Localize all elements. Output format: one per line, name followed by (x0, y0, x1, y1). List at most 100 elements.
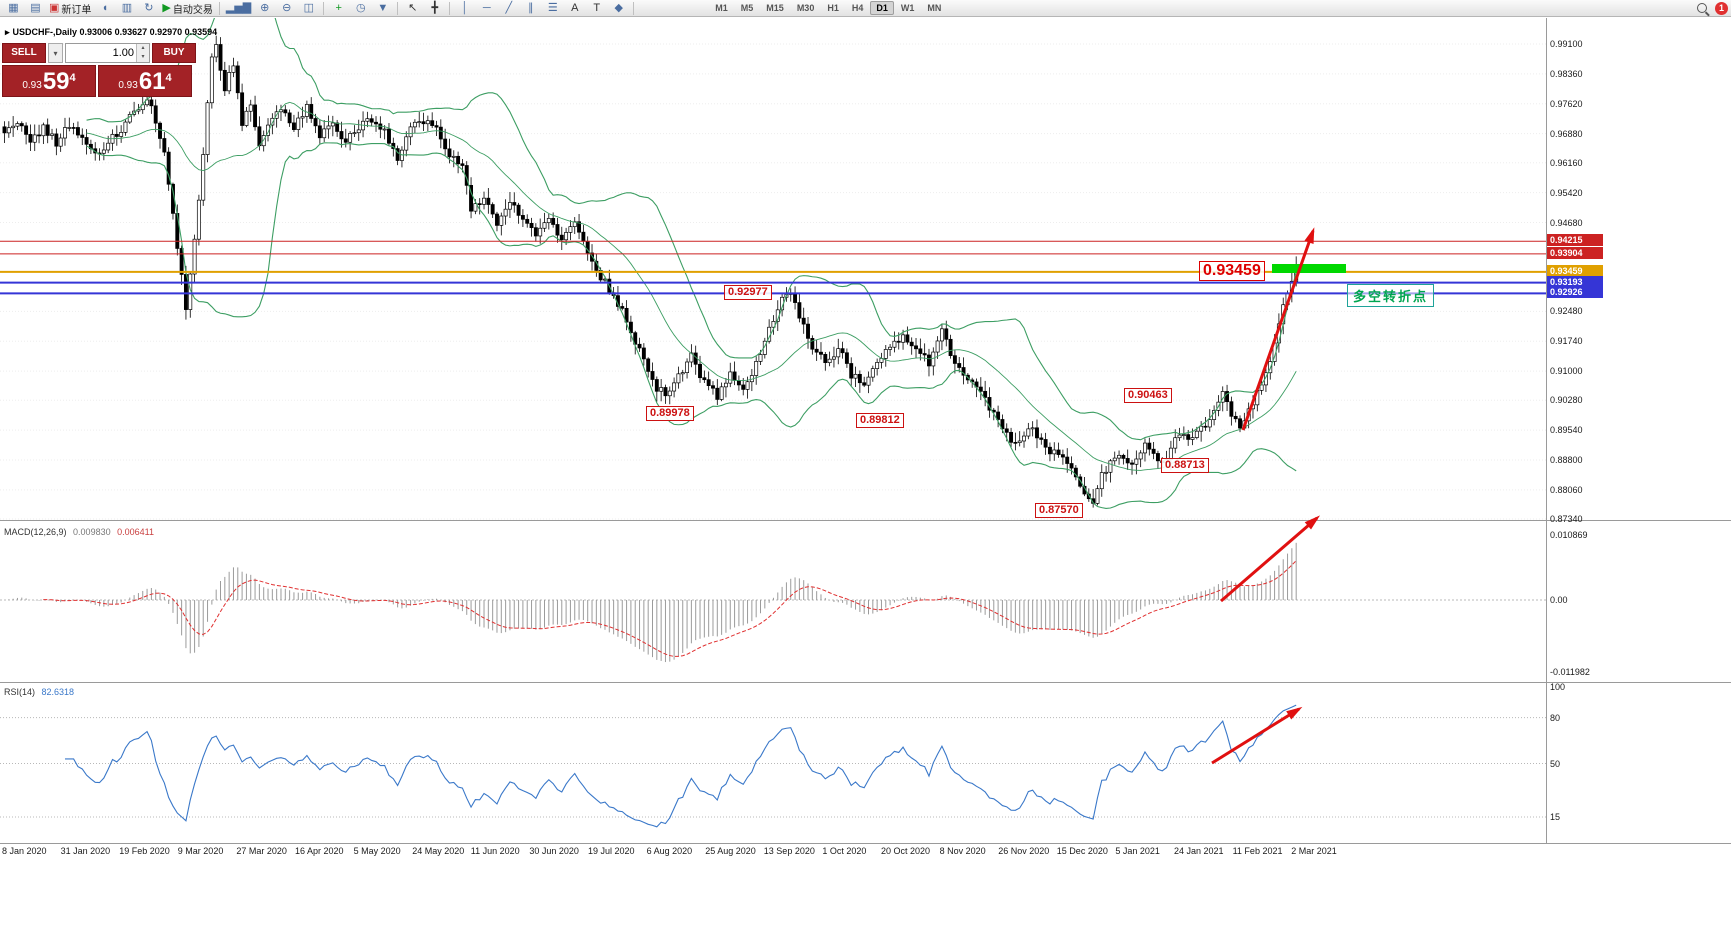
time-axis-border (0, 843, 1731, 844)
price-axis-tag: 0.93193 (1547, 275, 1603, 288)
price-axis-label: 0.88800 (1550, 455, 1583, 466)
rsi-panel-canvas[interactable] (0, 683, 1546, 842)
date-label: 19 Feb 2020 (119, 846, 170, 856)
price-axis-label: 0.96880 (1550, 128, 1583, 139)
panel-divider[interactable] (0, 682, 1731, 683)
price-axis-tag: 0.94215 (1547, 234, 1603, 247)
label-button[interactable]: T (586, 1, 607, 16)
buy-price-display[interactable]: 0.93 61 4 (98, 65, 192, 97)
date-label: 13 Sep 2020 (763, 846, 815, 856)
timeframe-m1-button[interactable]: M1 (715, 3, 728, 13)
date-label: 24 May 2020 (412, 846, 465, 856)
new-order-button[interactable]: ▣ 新订单 (47, 1, 93, 16)
price-axis-label: 0.90280 (1550, 395, 1583, 406)
clock-icon: ◷ (355, 1, 366, 14)
lot-decrease-icon[interactable]: ▾ (137, 53, 149, 62)
timeframe-m30-button[interactable]: M30 (796, 3, 815, 13)
price-axis-label: 0.87340 (1550, 513, 1583, 524)
toolbar-separator (218, 1, 220, 15)
timeframe-d1-button[interactable]: D1 (870, 1, 894, 15)
zoom-in-icon: ⊕ (260, 1, 270, 14)
cursor-icon: ↖ (408, 1, 418, 14)
macd-axis-label: 0.00 (1550, 595, 1568, 605)
new-chart-button[interactable]: + (328, 1, 349, 16)
price-axis-label: 0.91740 (1550, 336, 1583, 347)
shapes-icon: ◆ (614, 1, 623, 14)
sell-price-prefix: 0.93 (22, 80, 42, 91)
market-watch-button[interactable]: ▥ (116, 1, 137, 16)
sound-button[interactable]: ◖ (94, 1, 115, 16)
auto-trading-button[interactable]: ▶ 自动交易 (160, 1, 214, 16)
macd-name: MACD(12,26,9) (4, 527, 67, 537)
macd-panel-canvas[interactable] (0, 522, 1546, 681)
buy-button[interactable]: BUY (152, 43, 196, 63)
notification-badge[interactable]: 1 (1715, 1, 1728, 15)
zoom-in-button[interactable]: ⊕ (254, 1, 275, 16)
date-label: 15 Dec 2020 (1056, 846, 1108, 856)
tile-windows-icon: ◫ (303, 1, 314, 14)
date-label: 8 Nov 2020 (939, 846, 986, 856)
sell-price-big: 59 (42, 68, 70, 95)
channel-button[interactable]: ∥ (520, 1, 541, 16)
crosshair-button[interactable]: ╋ (424, 1, 445, 16)
horizontal-line-icon: ─ (482, 1, 491, 14)
indicators-button[interactable]: ▂▅▇ (224, 1, 253, 16)
chart-header: ▸ USDCHF-,Daily 0.93006 0.93627 0.92970 0… (5, 27, 217, 38)
buy-price-big: 61 (138, 68, 166, 95)
date-label: 25 Aug 2020 (705, 846, 756, 856)
search-button[interactable] (1691, 1, 1712, 16)
profiles-button[interactable]: ▤ (25, 1, 46, 16)
macd-indicator-label: MACD(12,26,9) 0.009830 0.006411 (4, 527, 154, 537)
date-label: 24 Jan 2021 (1174, 846, 1224, 856)
lot-size-input[interactable] (66, 44, 136, 62)
trendline-button[interactable]: ╱ (498, 1, 519, 16)
sell-button[interactable]: SELL (2, 43, 46, 63)
chart-window-button[interactable]: ▦ (3, 1, 24, 16)
fibonacci-icon: ☰ (547, 1, 558, 14)
trade-panel-dropdown-icon[interactable]: ▾ (48, 43, 63, 63)
date-label: 26 Nov 2020 (998, 846, 1050, 856)
date-label: 16 Apr 2020 (295, 846, 344, 856)
sell-price-display[interactable]: 0.93 59 4 (2, 65, 96, 97)
rsi-name: RSI(14) (4, 687, 36, 697)
shapes-button[interactable]: ◆ (608, 1, 629, 16)
timeframe-mn-button[interactable]: MN (927, 3, 942, 13)
toolbar-separator (323, 1, 325, 15)
horizontal-line-button[interactable]: ─ (476, 1, 497, 16)
new-order-button-label: 新订单 (61, 4, 92, 16)
timeframe-m5-button[interactable]: M5 (740, 3, 754, 13)
toolbar-separator (633, 1, 635, 15)
lot-increase-icon[interactable]: ▴ (137, 44, 149, 53)
timeframe-m15-button[interactable]: M15 (766, 3, 784, 13)
text-button[interactable]: A (564, 1, 585, 16)
timeframe-h1-button[interactable]: H1 (827, 3, 839, 13)
zoom-out-button[interactable]: ⊖ (276, 1, 297, 16)
refresh-button[interactable]: ↻ (138, 1, 159, 16)
price-chart-canvas[interactable] (0, 18, 1546, 520)
tile-windows-button[interactable]: ◫ (298, 1, 319, 16)
fibonacci-button[interactable]: ☰ (542, 1, 563, 16)
timeframe-w1-button[interactable]: W1 (900, 3, 915, 13)
templates-button[interactable]: ▼ (372, 1, 393, 16)
price-axis-label: 0.96160 (1550, 157, 1583, 168)
price-axis-tag: 0.92926 (1547, 286, 1603, 299)
date-label: 11 Jun 2020 (470, 846, 520, 856)
cursor-button[interactable]: ↖ (402, 1, 423, 16)
rsi-axis-label: 50 (1550, 758, 1561, 769)
new-order-icon: ▣ (49, 1, 60, 14)
buy-price-pip: 4 (165, 72, 172, 84)
clock-button[interactable]: ◷ (350, 1, 371, 16)
chart-marker-icon: ▸ (5, 27, 10, 37)
date-label: 5 May 2020 (353, 846, 401, 856)
indicators-icon: ▂▅▇ (225, 1, 252, 14)
crosshair-icon: ╋ (431, 1, 439, 14)
one-click-trading-panel: SELL ▾ ▴ ▾ BUY 0.93 59 4 0.93 61 4 (2, 43, 196, 97)
rsi-axis-label: 100 (1550, 682, 1566, 692)
vertical-line-button[interactable]: │ (454, 1, 475, 16)
macd-main-value: 0.009830 (73, 527, 111, 537)
panel-divider[interactable] (0, 520, 1731, 521)
market-watch-icon: ▥ (121, 1, 133, 14)
timeframe-h4-button[interactable]: H4 (851, 3, 864, 13)
chart-window-icon: ▦ (8, 1, 19, 14)
